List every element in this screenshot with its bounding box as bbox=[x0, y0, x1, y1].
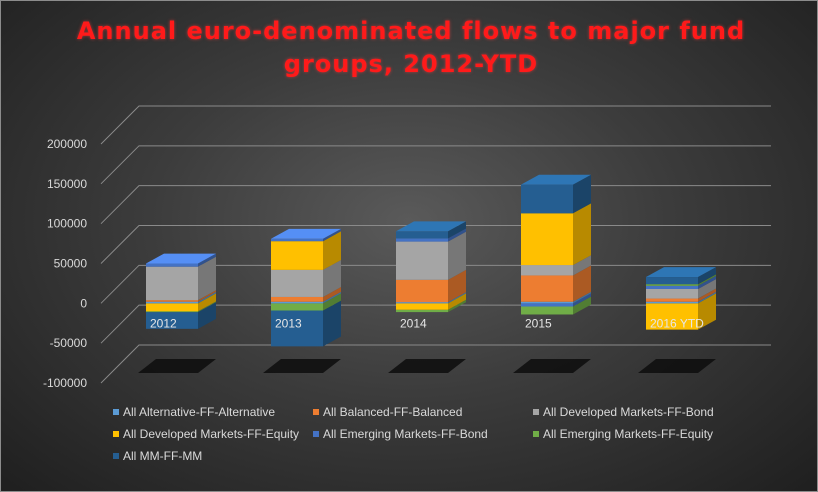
bar-shadow bbox=[513, 359, 591, 373]
bar-segment bbox=[646, 288, 716, 302]
bar-shadow bbox=[388, 359, 466, 373]
bar-segment bbox=[396, 299, 466, 313]
y-tick-label: 50000 bbox=[54, 257, 88, 271]
legend-swatch bbox=[113, 431, 119, 437]
x-tick-label: 2013 bbox=[275, 316, 302, 330]
bar-shadow bbox=[138, 359, 216, 373]
bar-shadow bbox=[263, 359, 341, 373]
legend-swatch bbox=[113, 409, 119, 415]
legend-swatch bbox=[313, 409, 319, 415]
x-tick-label: 2014 bbox=[400, 316, 427, 330]
x-tick-label: 2012 bbox=[150, 316, 177, 330]
bar-segment bbox=[646, 275, 716, 289]
bar-segment bbox=[271, 293, 341, 311]
legend-item: All Developed Markets-FF-Bond bbox=[533, 405, 753, 419]
bar-top bbox=[396, 221, 466, 232]
bar-segment bbox=[521, 255, 591, 276]
bar-segment bbox=[521, 291, 591, 304]
bar-segment bbox=[146, 253, 216, 267]
gridline bbox=[100, 145, 771, 185]
bar-segment bbox=[271, 228, 341, 242]
bar-segment bbox=[646, 267, 716, 285]
x-tick-label: 2016 YTD bbox=[650, 316, 704, 330]
legend-item: All Emerging Markets-FF-Equity bbox=[533, 427, 753, 441]
legend-label: All Emerging Markets-FF-Bond bbox=[323, 427, 488, 441]
bar-segment bbox=[271, 291, 341, 304]
y-tick-label: 100000 bbox=[47, 217, 87, 231]
bar-segment bbox=[271, 300, 341, 347]
legend-label: All Balanced-FF-Balanced bbox=[323, 405, 463, 419]
legend-item: All Balanced-FF-Balanced bbox=[313, 405, 533, 419]
legend-swatch bbox=[533, 431, 539, 437]
bar-segment bbox=[646, 274, 716, 286]
gridline bbox=[100, 105, 771, 145]
bar-segment bbox=[146, 290, 216, 302]
bar-segment bbox=[646, 293, 716, 330]
bar-segment bbox=[396, 228, 466, 242]
bar-segment bbox=[646, 291, 716, 304]
x-tick-label: 2015 bbox=[525, 316, 552, 330]
bar-segment bbox=[271, 259, 341, 297]
y-tick-label: 0 bbox=[80, 296, 87, 310]
legend-label: All Developed Markets-FF-Equity bbox=[123, 427, 300, 441]
bar-segment bbox=[396, 231, 466, 280]
legend-swatch bbox=[313, 431, 319, 437]
bar-segment bbox=[521, 265, 591, 302]
chart-title: Annual euro-denominated flows to major f… bbox=[76, 17, 746, 78]
bar-segment bbox=[146, 293, 216, 312]
bar-segment bbox=[396, 292, 466, 304]
bar-segment bbox=[396, 269, 466, 303]
bar-top bbox=[646, 267, 716, 278]
bar-segment bbox=[271, 231, 341, 270]
y-tick-label: -100000 bbox=[43, 376, 87, 390]
gridline bbox=[100, 344, 771, 384]
legend-label: All Emerging Markets-FF-Equity bbox=[543, 427, 714, 441]
bar-top bbox=[146, 253, 216, 264]
y-tick-label: 200000 bbox=[47, 137, 87, 151]
legend-item: All MM-FF-MM bbox=[113, 449, 313, 463]
bar-segment bbox=[146, 291, 216, 304]
legend-item: All Developed Markets-FF-Equity bbox=[113, 427, 313, 441]
bar-segment bbox=[646, 279, 716, 299]
bar-top bbox=[521, 174, 591, 185]
legend-swatch bbox=[533, 409, 539, 415]
bar-segment bbox=[146, 301, 216, 313]
gridline bbox=[100, 185, 771, 225]
legend-label: All MM-FF-MM bbox=[123, 449, 203, 463]
bar-segment bbox=[146, 256, 216, 301]
bar-segment bbox=[521, 296, 591, 315]
y-tick-label: -50000 bbox=[50, 336, 88, 350]
bar-segment bbox=[271, 287, 341, 302]
bar-segment bbox=[521, 293, 591, 307]
legend-swatch bbox=[113, 453, 119, 459]
legend-item: All Alternative-FF-Alternative bbox=[113, 405, 313, 419]
bar-segment bbox=[396, 293, 466, 310]
bar-segment bbox=[396, 221, 466, 239]
legend-label: All Alternative-FF-Alternative bbox=[123, 405, 276, 419]
legend-item: All Emerging Markets-FF-Bond bbox=[313, 427, 533, 441]
chart-legend: All Alternative-FF-Alternative All Balanc… bbox=[113, 405, 753, 463]
y-tick-label: 150000 bbox=[47, 177, 87, 191]
bar-shadow bbox=[638, 359, 716, 373]
bar-segment bbox=[521, 203, 591, 266]
legend-label: All Developed Markets-FF-Bond bbox=[543, 405, 714, 419]
bar-segment bbox=[146, 302, 216, 329]
bar-segment bbox=[521, 174, 591, 214]
bar-top bbox=[271, 228, 341, 239]
